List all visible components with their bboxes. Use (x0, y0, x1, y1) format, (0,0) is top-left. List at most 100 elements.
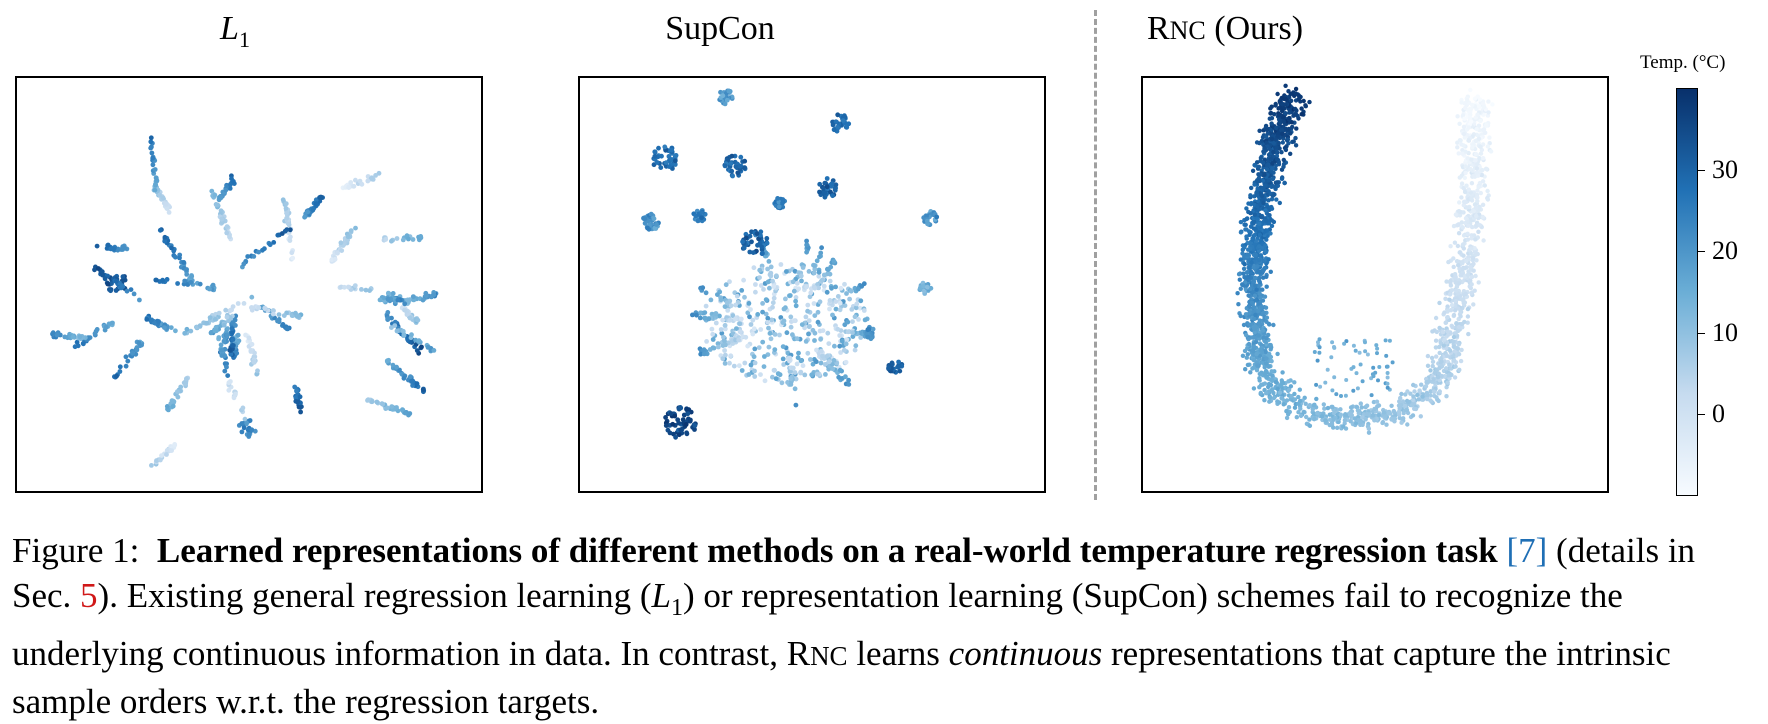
scatter-point (835, 326, 841, 332)
scatter-point (283, 206, 289, 211)
scatter-point (1287, 110, 1292, 115)
scatter-point (1261, 160, 1266, 165)
scatter-point (724, 97, 730, 103)
scatter-point (1467, 115, 1473, 120)
scatter-point (394, 328, 400, 334)
scatter-point (771, 284, 777, 289)
scatter-rnc (1235, 83, 1495, 435)
scatter-point (1376, 412, 1381, 418)
scatter-point (406, 236, 411, 242)
scatter-point (1469, 290, 1474, 296)
scatter-point (1327, 422, 1332, 428)
scatter-point (1323, 380, 1328, 385)
scatter-point (230, 343, 235, 348)
scatter-point (792, 318, 797, 324)
scatter-point (759, 244, 764, 250)
scatter-point (407, 315, 413, 321)
scatter-point (1335, 425, 1340, 430)
scatter-point (723, 352, 728, 358)
scatter-point (1464, 183, 1469, 188)
scatter-point (389, 404, 395, 409)
scatter-point (1274, 157, 1280, 162)
caption-bold: Learned representations of different met… (156, 531, 1498, 570)
scatter-point (710, 331, 716, 337)
scatter-point (1255, 363, 1260, 368)
scatter-point (810, 361, 816, 367)
scatter-point (283, 201, 289, 207)
scatter-point (815, 319, 821, 325)
scatter-point (1264, 335, 1269, 341)
scatter-point (1257, 221, 1262, 226)
scatter-point (791, 288, 797, 294)
scatter-point (353, 225, 358, 231)
scatter-point (760, 301, 765, 306)
scatter-point (1450, 325, 1455, 330)
scatter-point (1473, 237, 1478, 242)
scatter-point (1268, 106, 1273, 111)
scatter-point (1247, 304, 1252, 309)
scatter-point (1243, 367, 1248, 372)
scatter-point (1260, 298, 1266, 303)
scatter-point (1372, 418, 1377, 423)
scatter-point (280, 197, 286, 203)
scatter-point (1257, 232, 1262, 238)
scatter-point (1242, 262, 1247, 267)
scatter-point (1459, 181, 1465, 186)
scatter-point (1288, 98, 1294, 103)
scatter-point (757, 240, 763, 246)
scatter-point (833, 299, 839, 304)
scatter-point (406, 299, 411, 305)
scatter-point (137, 297, 142, 303)
scatter-point (1334, 392, 1339, 397)
scatter-point (800, 265, 806, 270)
scatter-point (410, 294, 416, 299)
scatter-point (150, 162, 156, 168)
scatter-point (762, 378, 768, 384)
scatter-point (149, 150, 155, 156)
scatter-point (733, 316, 738, 322)
scatter-point (663, 415, 668, 420)
scatter-point (1445, 315, 1450, 320)
scatter-point (113, 288, 119, 293)
scatter-point (1319, 414, 1325, 419)
scatter-point (339, 248, 345, 254)
scatter-point (275, 318, 280, 324)
scatter-point (1477, 223, 1482, 228)
scatter-point (763, 250, 769, 256)
scatter-point (1452, 240, 1458, 245)
scatter-point (748, 307, 753, 312)
scatter-point (1460, 151, 1465, 156)
scatter-point (672, 162, 678, 167)
scatter-point (242, 416, 248, 422)
scatter-point (838, 285, 844, 291)
scatter-point (764, 236, 770, 241)
scatter-point (115, 247, 121, 253)
scatter-point (1466, 187, 1471, 192)
scatter-point (652, 149, 658, 155)
scatter-point (742, 158, 748, 164)
scatter-point (835, 112, 841, 118)
scatter-point (374, 399, 380, 405)
scatter-point (1288, 91, 1293, 97)
scatter-point (1256, 333, 1261, 338)
scatter-point (1468, 278, 1473, 283)
scatter-point (1252, 326, 1257, 331)
scatter-point (1470, 224, 1475, 230)
section-link[interactable]: 5 (80, 576, 98, 615)
scatter-point (241, 425, 247, 431)
scatter-point (225, 326, 231, 331)
scatter-point (1457, 175, 1462, 180)
scatter-point (1247, 310, 1252, 315)
scatter-point (108, 246, 114, 252)
scatter-point (252, 350, 257, 356)
scatter-point (233, 323, 238, 328)
scatter-point (105, 281, 111, 287)
scatter-point (831, 358, 837, 363)
scatter-point (231, 179, 236, 184)
scatter-point (351, 183, 357, 189)
citation-link[interactable]: [7] (1506, 531, 1548, 570)
scatter-point (1460, 297, 1466, 302)
scatter-point (157, 192, 162, 198)
scatter-point (1307, 417, 1312, 422)
scatter-point (219, 353, 225, 358)
